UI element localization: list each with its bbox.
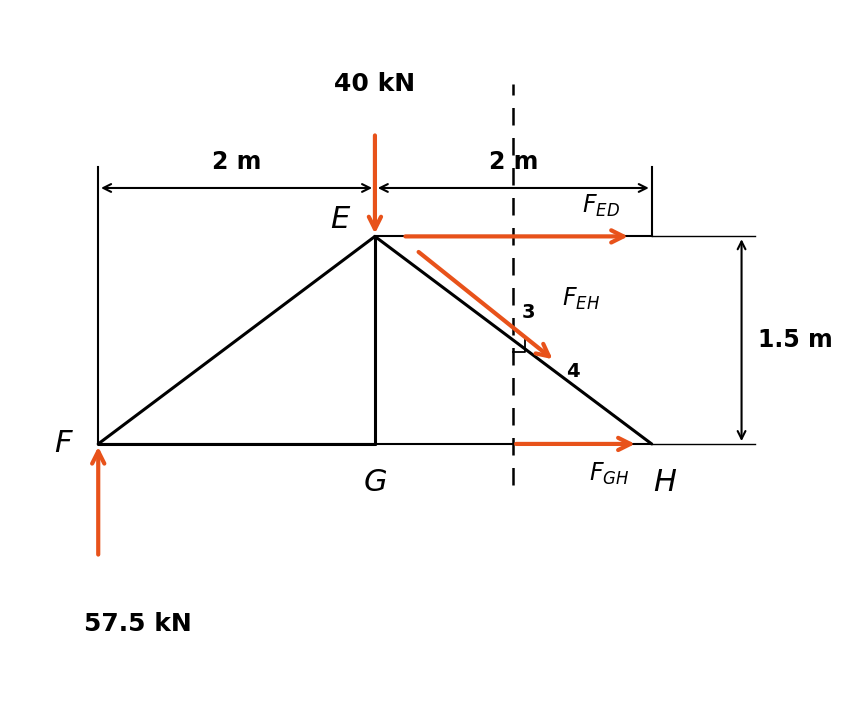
Text: 2 m: 2 m (212, 150, 261, 174)
Text: $\mathbf{\mathit{G}}$: $\mathbf{\mathit{G}}$ (363, 468, 387, 497)
Text: $F_{GH}$: $F_{GH}$ (590, 462, 629, 488)
Text: 3: 3 (522, 303, 535, 322)
Text: 2 m: 2 m (489, 150, 538, 174)
Text: 1.5 m: 1.5 m (758, 329, 833, 352)
Text: 40 kN: 40 kN (334, 72, 415, 96)
Text: 4: 4 (566, 362, 580, 382)
Text: $\mathbf{\mathit{H}}$: $\mathbf{\mathit{H}}$ (653, 468, 678, 497)
Text: $\mathbf{\mathit{E}}$: $\mathbf{\mathit{E}}$ (330, 205, 351, 234)
Text: $F_{ED}$: $F_{ED}$ (582, 193, 620, 219)
Text: 57.5 kN: 57.5 kN (85, 612, 192, 636)
Text: $F_{EH}$: $F_{EH}$ (562, 285, 600, 312)
Text: $\mathbf{\mathit{F}}$: $\mathbf{\mathit{F}}$ (53, 430, 74, 458)
